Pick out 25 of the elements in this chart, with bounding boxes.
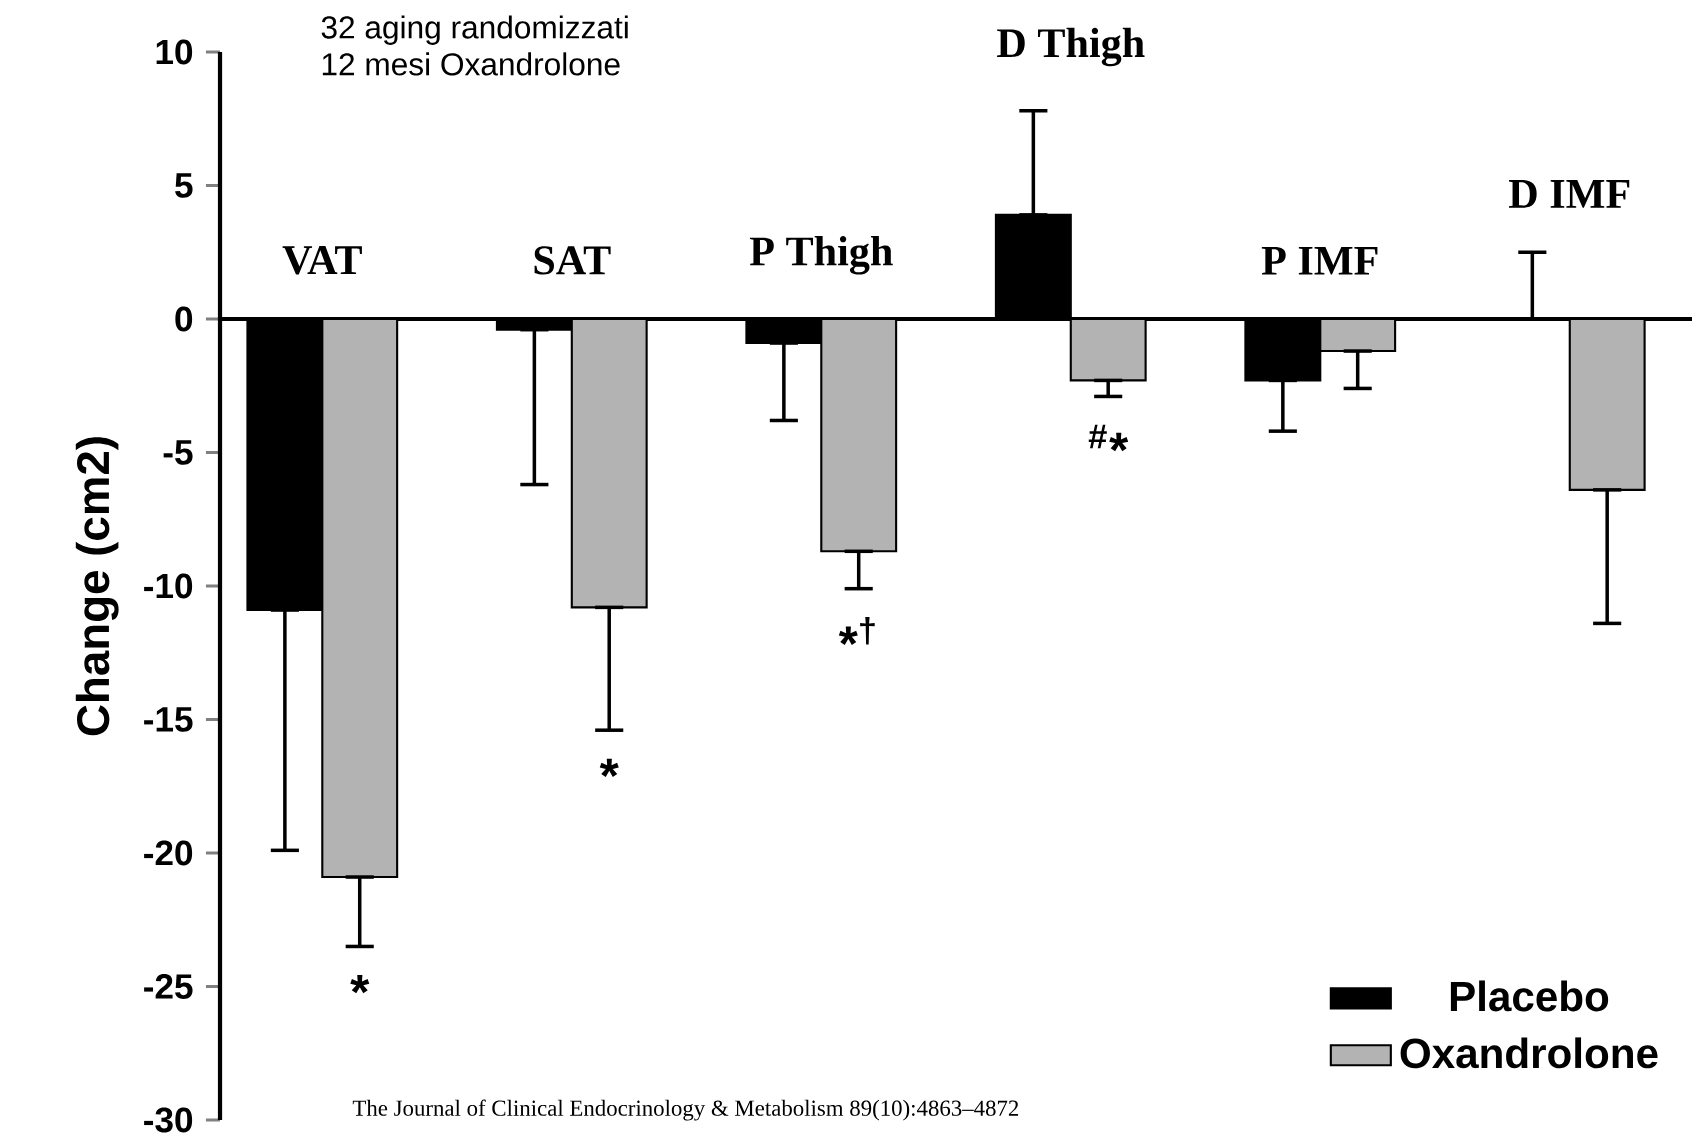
legend-label: Placebo <box>1450 980 1609 1012</box>
annotation: * <box>599 758 619 777</box>
y-tick-label: -10 <box>144 573 193 599</box>
y-tick-label: -15 <box>144 707 193 732</box>
annotation: $^{#}$* <box>1088 424 1129 452</box>
annotation: The Journal of Clinical Endocrinology & Metabolism 89(10):4863–4872 <box>352 1099 1019 1121</box>
y-tick-label: 5 <box>175 173 193 198</box>
annotation: *$^{†}$ <box>838 617 875 645</box>
x-tick-label: P Thigh <box>749 235 893 275</box>
y-tick-label: -30 <box>144 1107 193 1133</box>
y-axis-title: Change (cm2) <box>75 437 119 736</box>
legend-label: Oxandrolone <box>1400 1037 1658 1069</box>
y-tick-label: 0 <box>175 306 193 332</box>
y-tick-label: -5 <box>163 440 193 465</box>
x-tick-label: D IMF <box>1508 180 1630 208</box>
x-tick-label: P IMF <box>1261 246 1378 275</box>
x-tick-label: SAT <box>534 246 611 275</box>
x-tick-label: VAT <box>282 246 362 275</box>
y-tick-label: -25 <box>144 974 193 999</box>
chart-title: 32 aging randomizzati <box>321 15 628 45</box>
y-tick-label: 10 <box>156 39 193 65</box>
y-tick-label: -20 <box>144 840 193 866</box>
annotation: * <box>350 974 370 994</box>
chart-subtitle: 12 mesi Oxandrolone <box>322 52 620 76</box>
x-tick-label: D Thigh <box>997 27 1145 67</box>
